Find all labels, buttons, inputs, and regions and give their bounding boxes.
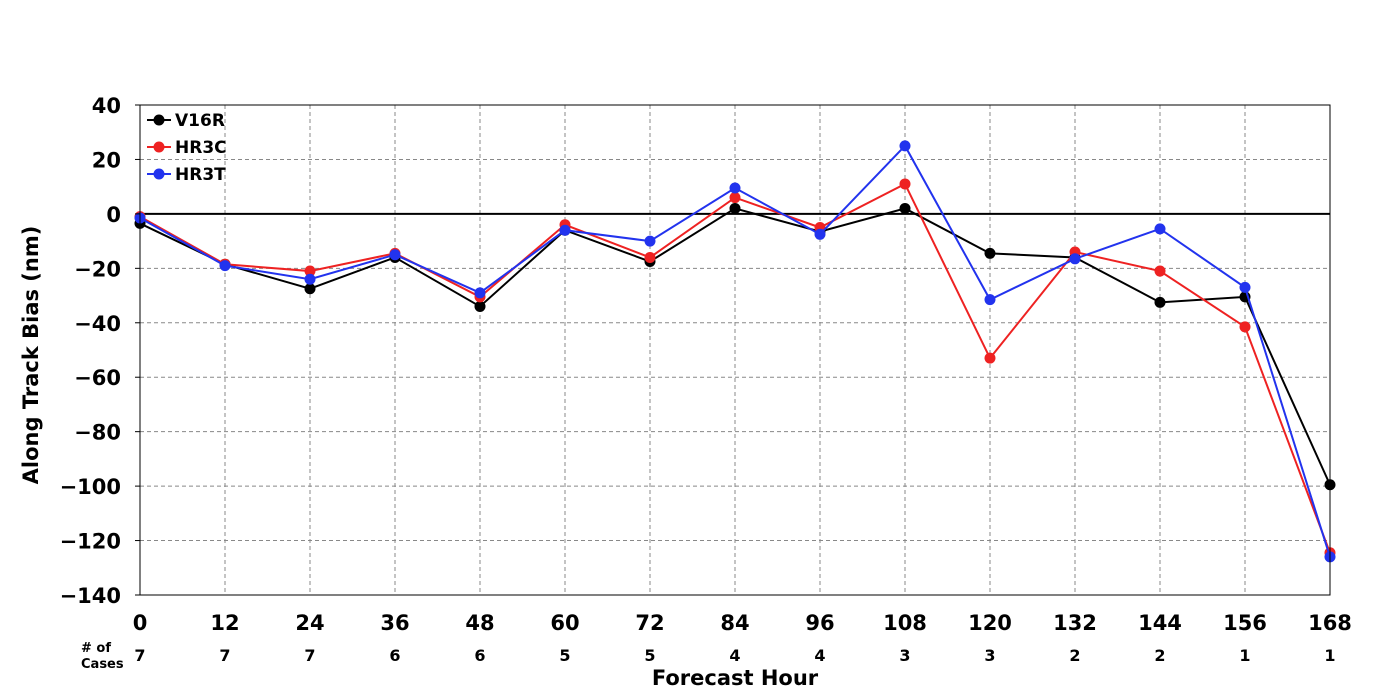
point-v16r: [474, 300, 486, 312]
y-tick-label: −80: [74, 421, 121, 445]
cases-label-line1: # of: [81, 641, 111, 656]
x-tick-label: 24: [295, 611, 324, 635]
point-hr3t: [644, 235, 656, 247]
point-hr3t: [559, 224, 571, 236]
point-v16r: [304, 283, 316, 295]
cases-count: 2: [1154, 646, 1165, 665]
x-tick-label: 36: [380, 611, 409, 635]
x-axis-label: Forecast Hour: [652, 666, 819, 690]
cases-count: 4: [814, 646, 825, 665]
x-tick-label: 48: [465, 611, 494, 635]
legend-marker: [153, 114, 165, 126]
y-axis-label: Along Track Bias (nm): [19, 226, 43, 485]
point-v16r: [1154, 296, 1166, 308]
y-tick-label: 40: [92, 94, 121, 118]
point-hr3c: [304, 265, 316, 277]
x-tick-label: 60: [550, 611, 579, 635]
legend-marker: [153, 141, 165, 153]
point-hr3t: [389, 249, 401, 261]
legend-label: V16R: [175, 111, 225, 131]
point-hr3c: [1239, 321, 1251, 333]
cases-count: 6: [474, 646, 485, 665]
cases-count: 1: [1324, 646, 1335, 665]
cases-count: 4: [729, 646, 740, 665]
plot-frame: [139, 104, 1331, 596]
series-hr3t: [134, 140, 1336, 563]
legend-item-hr3c: HR3C: [147, 138, 227, 158]
point-hr3c: [729, 192, 741, 204]
cases-count: 1: [1239, 646, 1250, 665]
cases-count: 7: [219, 646, 230, 665]
point-hr3c: [1154, 265, 1166, 277]
x-tick-label: 168: [1308, 611, 1352, 635]
cases-count: 5: [559, 646, 570, 665]
x-tick-label: 96: [805, 611, 834, 635]
cases-count: 3: [899, 646, 910, 665]
y-tick-label: −140: [60, 584, 121, 608]
cases-count: 2: [1069, 646, 1080, 665]
point-hr3t: [1154, 223, 1166, 235]
point-hr3t: [984, 294, 996, 306]
point-hr3t: [304, 273, 316, 285]
point-hr3c: [644, 251, 656, 263]
y-tick-label: 0: [106, 203, 121, 227]
x-tick-label: 108: [883, 611, 927, 635]
point-hr3t: [1069, 253, 1081, 265]
point-hr3t: [219, 260, 231, 272]
x-axis-ticks: 0 12 24 36 48 60 72 84 96 108 120 132 144 156 168: [133, 611, 1352, 635]
legend-item-hr3t: HR3T: [147, 165, 226, 185]
point-v16r: [729, 202, 741, 214]
x-tick-label: 156: [1223, 611, 1267, 635]
point-hr3t: [1239, 281, 1251, 293]
point-hr3t: [899, 140, 911, 152]
legend-item-v16r: V16R: [147, 111, 225, 131]
point-v16r: [899, 202, 911, 214]
point-hr3t: [729, 182, 741, 194]
point-hr3c: [899, 178, 911, 190]
y-tick-label: −40: [74, 312, 121, 336]
cases-count: 3: [984, 646, 995, 665]
cases-count: 6: [389, 646, 400, 665]
series-hr3c: [134, 178, 1336, 559]
point-hr3t: [814, 228, 826, 240]
x-tick-label: 84: [720, 611, 749, 635]
y-tick-label: −60: [74, 366, 121, 390]
cases-row: 7 7 7 6 6 5 5 4 4 3 3 2 2 1 1: [134, 646, 1335, 665]
point-hr3c: [984, 352, 996, 364]
legend-label: HR3T: [175, 165, 226, 185]
legend-label: HR3C: [175, 138, 227, 158]
y-tick-label: −100: [60, 475, 121, 499]
x-tick-label: 72: [635, 611, 664, 635]
point-v16r: [984, 247, 996, 259]
cases-count: 5: [644, 646, 655, 665]
legend-marker: [153, 168, 165, 180]
grid-lines: [140, 105, 1330, 595]
point-hr3t: [474, 287, 486, 299]
y-tick-label: −20: [74, 257, 121, 281]
legend: V16R HR3C HR3T: [147, 111, 227, 185]
y-tick-label: −120: [60, 530, 121, 554]
cases-label-line2: Cases: [81, 657, 124, 672]
x-tick-label: 132: [1053, 611, 1097, 635]
cases-count: 7: [304, 646, 315, 665]
x-tick-label: 144: [1138, 611, 1182, 635]
x-tick-label: 120: [968, 611, 1012, 635]
cases-count: 7: [134, 646, 145, 665]
y-tick-label: 20: [92, 148, 121, 172]
x-tick-label: 0: [133, 611, 148, 635]
y-axis-ticks: 40 20 0 −20 −40 −60 −80 −100 −120 −140: [60, 94, 140, 608]
x-tick-label: 12: [210, 611, 239, 635]
